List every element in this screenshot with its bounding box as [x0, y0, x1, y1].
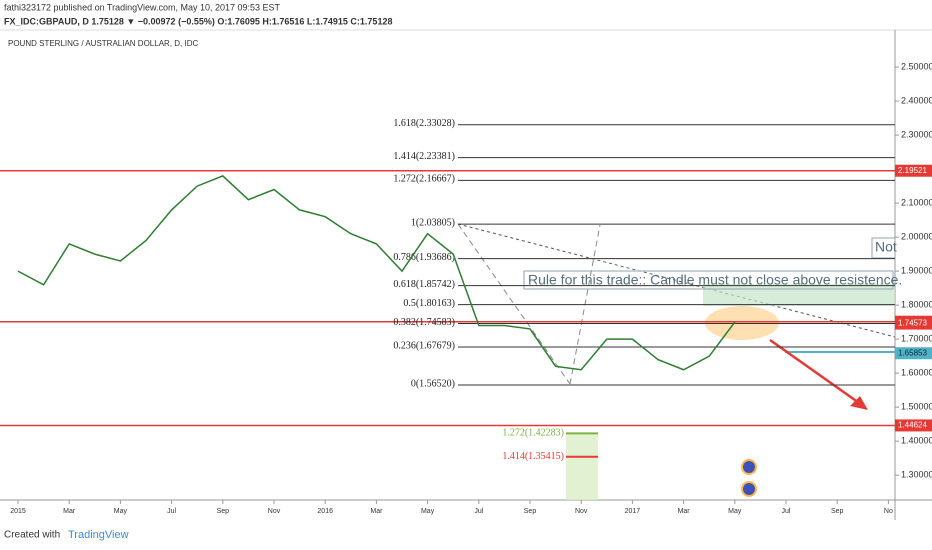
price-tag-label: 1.74573 — [898, 319, 927, 328]
price-tag — [895, 164, 932, 177]
y-tick-label: 2.30000 — [901, 129, 932, 139]
y-tick-label: 2.50000 — [901, 61, 932, 71]
fib-label: 1(2.03805) — [411, 217, 455, 228]
brand: TradingView — [68, 529, 129, 541]
fib-label: 0.5(1.80163) — [403, 298, 455, 309]
x-tick-label: Jul — [782, 508, 791, 515]
y-tick-label: 1.80000 — [901, 300, 932, 310]
price-tag-label: 2.19521 — [898, 166, 927, 175]
fib-label: 0.618(1.85742) — [393, 279, 455, 290]
event-icon — [741, 459, 757, 475]
x-tick-label: Sep — [831, 508, 844, 515]
arrow-head — [850, 396, 868, 410]
price-line — [17, 175, 736, 371]
x-tick-label: Sep — [524, 508, 537, 515]
fib-label: 1.272(2.16667) — [393, 174, 455, 185]
x-tick-label: 2015 — [10, 508, 26, 515]
x-tick-label: May — [728, 508, 742, 515]
extension-zone — [566, 433, 598, 500]
fib-label: 0.236(1.67679) — [393, 340, 455, 351]
y-tick-label: 1.70000 — [901, 334, 932, 344]
arrow — [769, 338, 863, 407]
x-tick-label: Nov — [268, 508, 281, 515]
footer: Created with — [4, 530, 60, 541]
symbol-line: FX_IDC:GBPAUD, D 1.75128 ▼ −0.00972 (−0.… — [4, 16, 392, 26]
x-tick-label: Mar — [370, 508, 383, 515]
fib-label: 1.618(2.33028) — [393, 118, 455, 129]
y-tick-label: 1.90000 — [901, 265, 932, 275]
y-tick-label: 1.40000 — [901, 436, 932, 446]
note-box — [523, 270, 894, 290]
x-tick-label: May — [114, 508, 128, 515]
x-tick-label: Jul — [474, 508, 483, 515]
fib-extension-label: 1.272(1.42283) — [502, 428, 564, 439]
price-tag-label: 1.65853 — [898, 348, 927, 357]
header: fathi323172 published on TradingView.com… — [4, 2, 281, 12]
note: Rule for this trade:: Candle must not cl… — [528, 272, 902, 288]
chart-title: POUND STERLING / AUSTRALIAN DOLLAR, D, I… — [8, 39, 198, 48]
x-tick-label: Nov — [575, 508, 588, 515]
fib-label: 0.382(1.74583) — [393, 317, 455, 328]
price-tag — [895, 347, 932, 360]
x-tick-label: 2016 — [317, 508, 333, 515]
x-tick-label: No — [884, 508, 893, 515]
fib-label: 0(1.56520) — [411, 378, 455, 389]
note-box — [871, 237, 896, 259]
x-tick-label: Jul — [167, 508, 176, 515]
note: Not — [875, 239, 897, 255]
x-tick-label: 2017 — [625, 508, 641, 515]
y-tick-label: 1.50000 — [901, 402, 932, 412]
y-tick-label: 2.40000 — [901, 95, 932, 105]
y-tick-label: 1.30000 — [901, 470, 932, 480]
fib-label: 0.786(1.93686) — [393, 252, 455, 263]
y-tick-label: 2.10000 — [901, 197, 932, 207]
y-tick-label: 2.00000 — [901, 231, 932, 241]
x-tick-label: May — [421, 508, 435, 515]
x-tick-label: Mar — [63, 508, 76, 515]
fib-label: 1.414(2.23381) — [393, 151, 455, 162]
y-tick-label: 1.60000 — [901, 368, 932, 378]
price-tag — [895, 317, 932, 330]
price-tag-label: 1.44624 — [898, 421, 927, 430]
event-icon — [741, 481, 757, 497]
fib-extension-label: 1.414(1.35415) — [502, 451, 564, 462]
x-tick-label: Mar — [678, 508, 691, 515]
x-tick-label: Sep — [217, 508, 230, 515]
pitch-line — [457, 223, 571, 385]
highlight — [705, 306, 779, 340]
price-tag — [895, 419, 932, 432]
